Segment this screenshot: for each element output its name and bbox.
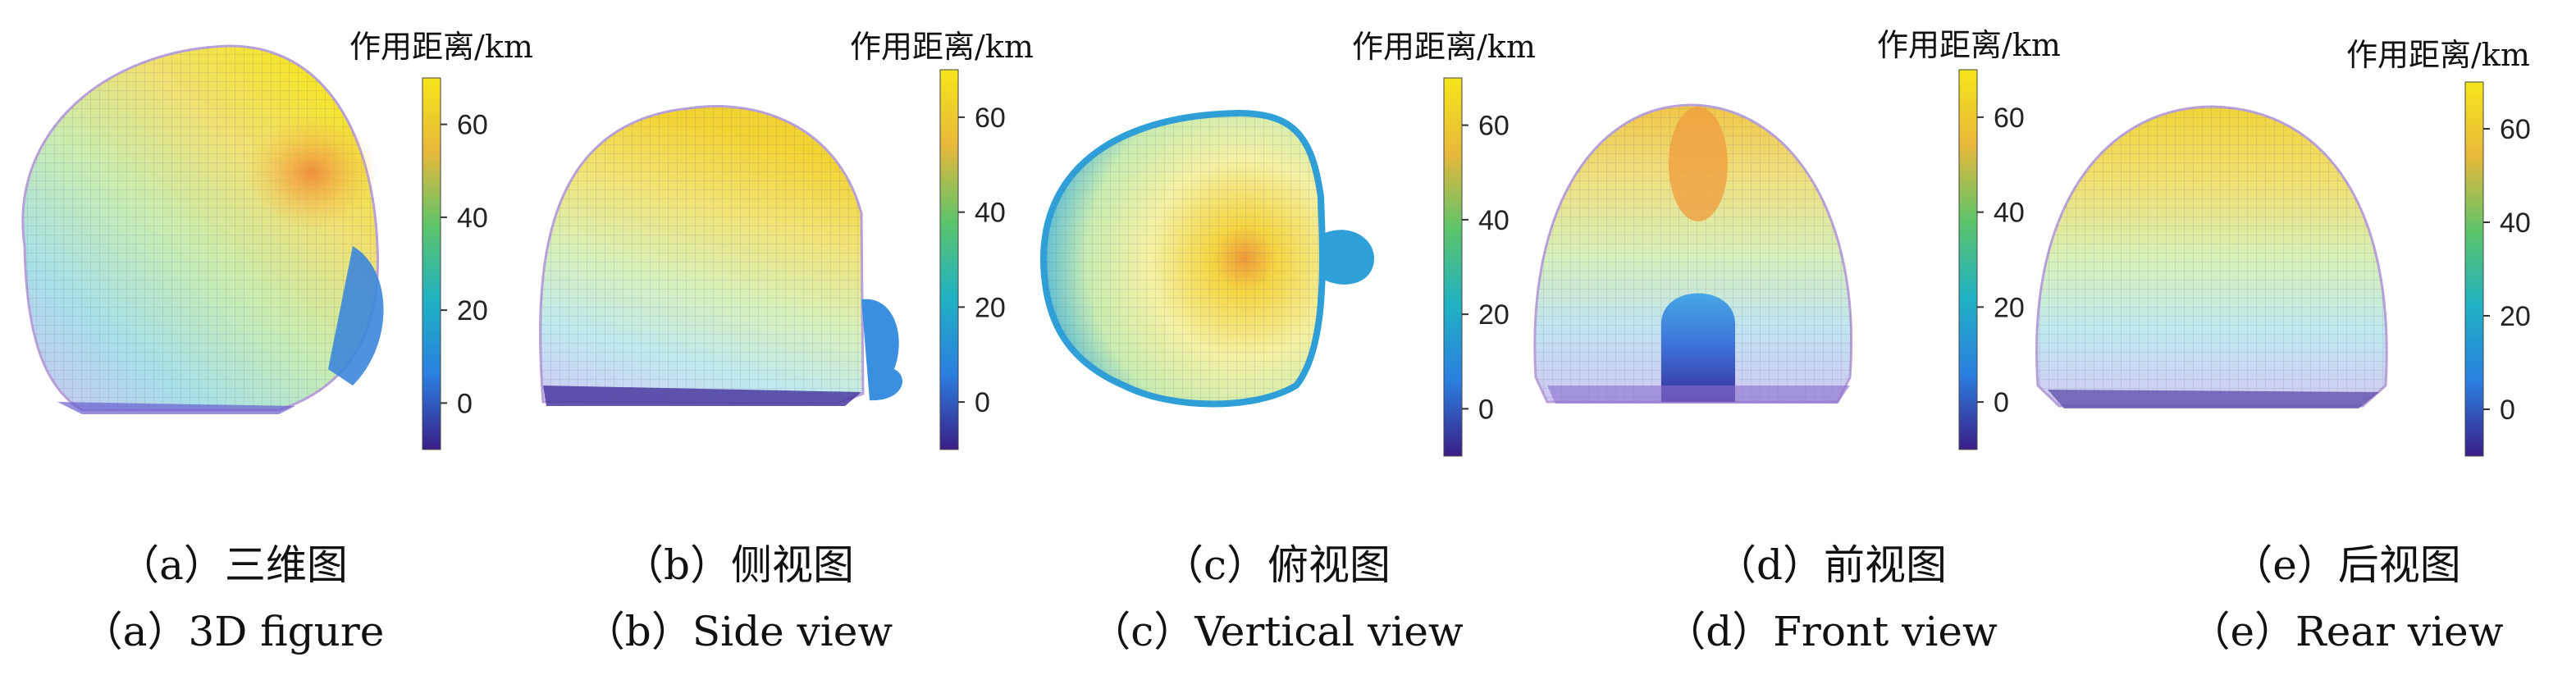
colorbar-tick-label: 20: [975, 292, 1006, 323]
colorbar-tick-label: 40: [1994, 198, 2025, 229]
colorbar-tick-label: 60: [2500, 114, 2531, 145]
panel-b: 作用距离/km 0 20 40 60 （b）侧视图 （b）Side view: [539, 29, 1034, 655]
colorbar-c: 作用距离/km 0 20 40 60: [1352, 29, 1536, 457]
caption-cn-c: （c）俯视图: [1162, 541, 1391, 589]
colorbar-tick-label: 20: [2500, 301, 2531, 332]
radiation-pattern-a: [21, 44, 384, 414]
colorbar-title: 作用距离/km: [349, 29, 533, 65]
caption-cn-e: （e）后视图: [2231, 541, 2461, 589]
colorbar-tick-label: 60: [1994, 103, 2025, 134]
caption-en-a: （a）3D figure: [82, 608, 385, 655]
colorbar-e: 作用距离/km 0 20 40 60: [2346, 37, 2531, 457]
colorbar-title: 作用距离/km: [1352, 29, 1536, 65]
colorbar-tick-label: 40: [2500, 208, 2531, 239]
colorbar-title: 作用距离/km: [2346, 37, 2530, 73]
caption-en-b: （b）Side view: [584, 608, 893, 655]
caption-en-d: （d）Front view: [1665, 608, 1998, 655]
colorbar-tick-label: 60: [975, 103, 1006, 134]
colorbar-tick-label: 0: [1478, 394, 1494, 425]
colorbar-tick-label: 0: [975, 387, 990, 418]
panel-c: 作用距离/km 0 20 40 60 （c）俯视图 （c）Vertical view: [1039, 29, 1536, 655]
colorbar-tick-label: 20: [1478, 299, 1510, 331]
colorbar-tick-label: 20: [457, 295, 488, 326]
colorbar-b: 作用距离/km 0 20 40 60: [850, 29, 1034, 450]
colorbar-a: 作用距离/km 0 20 40 60: [349, 29, 533, 450]
radiation-pattern-c: [1039, 109, 1374, 408]
caption-cn-b: （b）侧视图: [623, 541, 854, 589]
radiation-pattern-d: [1533, 103, 1853, 404]
caption-en-c: （c）Vertical view: [1089, 608, 1464, 655]
colorbar-tick-label: 60: [457, 110, 488, 141]
radiation-pattern-b: [539, 105, 902, 406]
panel-e: 作用距离/km 0 20 40 60 （e）后视图 （e）Rear view: [2035, 37, 2531, 655]
caption-cn-d: （d）前视图: [1715, 541, 1947, 589]
colorbar-tick-label: 20: [1994, 292, 2025, 323]
colorbar-tick-label: 40: [457, 203, 488, 234]
colorbar-tick-label: 40: [975, 198, 1006, 229]
panel-a: 作用距离/km 0 20 40 60 （a）三维图 （a）3D figure: [21, 29, 533, 655]
colorbar-tick-label: 0: [2500, 395, 2515, 426]
caption-cn-a: （a）三维图: [118, 541, 348, 589]
caption-en-e: （e）Rear view: [2189, 608, 2503, 655]
colorbar-d: 作用距离/km 0 20 40 60: [1877, 27, 2061, 450]
colorbar-title: 作用距离/km: [1877, 27, 2061, 63]
radiation-pattern-e: [2035, 105, 2388, 408]
colorbar-tick-label: 0: [1994, 387, 2009, 418]
colorbar-tick-label: 60: [1478, 111, 1510, 142]
panel-d: 作用距离/km 0 20 40 60 （d）前视图 （d）Front view: [1533, 27, 2061, 655]
colorbar-title: 作用距离/km: [850, 29, 1034, 65]
colorbar-tick-label: 40: [1478, 205, 1510, 236]
colorbar-tick-label: 0: [457, 388, 473, 419]
